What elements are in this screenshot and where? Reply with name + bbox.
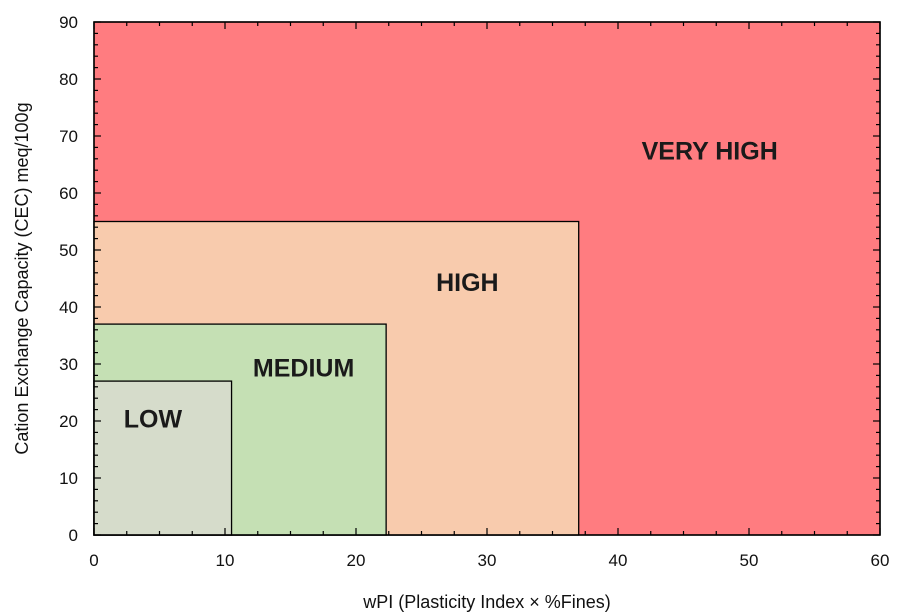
- y-tick-label: 0: [69, 526, 78, 545]
- region-label-very-high: VERY HIGH: [642, 138, 778, 166]
- axis-tick-labels: 0 10 20 30 40 50 60 0 10 20 30 40 50 60 70 80 90: [59, 13, 889, 570]
- y-tick-label: 50: [59, 241, 78, 260]
- region-label-low: LOW: [124, 406, 183, 434]
- y-tick-label: 20: [59, 412, 78, 431]
- x-tick-label: 20: [347, 551, 366, 570]
- x-tick-label: 10: [216, 551, 235, 570]
- regions: [93, 21, 881, 536]
- y-tick-label: 10: [59, 469, 78, 488]
- x-tick-label: 30: [478, 551, 497, 570]
- region-labels: VERY HIGH HIGH MEDIUM LOW: [124, 138, 778, 434]
- x-tick-label: 0: [89, 551, 98, 570]
- y-tick-label: 60: [59, 184, 78, 203]
- x-axis-title: wPI (Plasticity Index × %Fines): [362, 592, 611, 612]
- region-low: [93, 380, 233, 536]
- x-tick-label: 40: [609, 551, 628, 570]
- y-tick-label: 80: [59, 70, 78, 89]
- region-label-high: HIGH: [436, 269, 499, 297]
- y-tick-label: 30: [59, 355, 78, 374]
- y-axis-title: Cation Exchange Capacity (CEC) meq/100g: [12, 102, 32, 454]
- y-tick-label: 40: [59, 298, 78, 317]
- y-tick-label: 90: [59, 13, 78, 32]
- plot-frame: [93, 21, 881, 536]
- region-label-medium: MEDIUM: [253, 354, 354, 382]
- y-tick-label: 70: [59, 127, 78, 146]
- x-tick-label: 50: [740, 551, 759, 570]
- x-tick-label: 60: [871, 551, 890, 570]
